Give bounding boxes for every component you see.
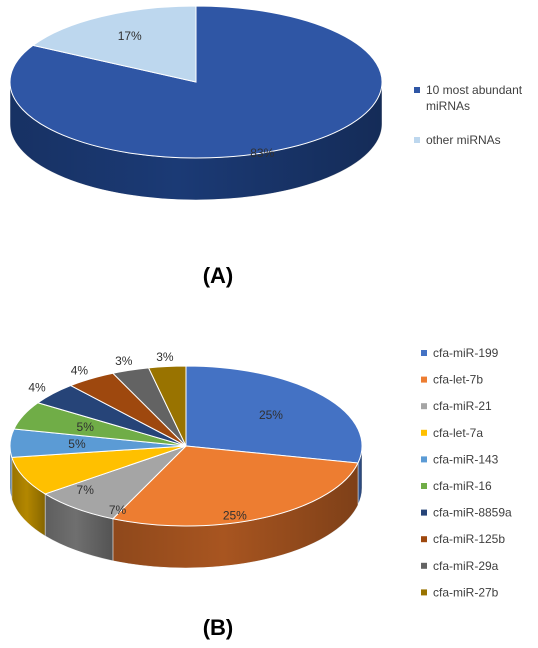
chart-b-legend-swatch-6 — [421, 509, 427, 516]
chart-b-legend: cfa-miR-199 cfa-let-7b cfa-miR-21 cfa-let-7… — [421, 346, 512, 599]
chart-a-legend-label-1: other miRNAs — [426, 133, 501, 147]
chart-a-data-label-0: 83% — [250, 146, 274, 160]
chart-a-side-shade-0 — [10, 82, 382, 200]
chart-a: 83% 17% 10 most abundant miRNAs other miRNA… — [9, 5, 523, 288]
chart-b-legend-label-3: cfa-let-7a — [433, 426, 483, 440]
chart-b-data-label-1: 25% — [223, 509, 247, 523]
panel-label-a: (A) — [203, 263, 234, 288]
chart-b-legend-label-1: cfa-let-7b — [433, 373, 483, 387]
chart-b-legend-label-2: cfa-miR-21 — [433, 399, 492, 413]
chart-b-data-labels: 25% 25% 7% 7% 5% 5% 4% 4% 3% 3% — [28, 350, 283, 523]
chart-b-side-shade-2 — [45, 493, 113, 561]
chart-b-data-label-6: 4% — [28, 380, 46, 394]
chart-a-legend-label-0-1: miRNAs — [426, 99, 470, 113]
chart-b-legend-swatch-7 — [421, 536, 427, 543]
chart-b-data-label-7: 4% — [71, 364, 89, 378]
chart-a-legend-label-0-0: 10 most abundant — [426, 83, 523, 97]
chart-b-data-label-2: 7% — [109, 503, 127, 517]
chart-a-data-labels: 83% 17% — [118, 29, 275, 160]
chart-a-slices — [9, 5, 383, 201]
chart-b-legend-label-6: cfa-miR-8859a — [433, 506, 512, 520]
chart-a-slice-1 — [31, 5, 197, 83]
chart-b-legend-swatch-2 — [421, 403, 427, 410]
chart-b-legend-swatch-4 — [421, 456, 427, 463]
chart-b-legend-label-9: cfa-miR-27b — [433, 585, 499, 599]
chart-b-slices — [9, 365, 363, 569]
chart-b-legend-swatch-5 — [421, 483, 427, 489]
chart-b-slice-1 — [111, 445, 359, 527]
chart-b-side-shade-1 — [112, 463, 358, 568]
chart-b-data-label-8: 3% — [115, 354, 133, 368]
chart-b-side-shade-4 — [9, 446, 12, 500]
chart-b-legend-label-0: cfa-miR-199 — [433, 346, 499, 360]
chart-b-legend-swatch-8 — [421, 562, 427, 569]
chart-b-data-label-9: 3% — [156, 350, 174, 364]
chart-b-slice-9 — [147, 365, 187, 447]
chart-b-legend-label-5: cfa-miR-16 — [433, 479, 492, 493]
chart-b-legend-swatch-9 — [421, 589, 427, 596]
chart-b-legend-swatch-1 — [421, 376, 427, 383]
chart-b-data-label-0: 25% — [259, 408, 283, 422]
chart-b-side-shade-3 — [11, 457, 46, 536]
chart-a-data-label-1: 17% — [118, 29, 142, 43]
chart-b-legend-label-8: cfa-miR-29a — [433, 559, 499, 573]
chart-b-legend-swatch-0 — [421, 350, 427, 356]
chart-a-legend-swatch-0 — [414, 87, 420, 93]
chart-b-slice-0 — [185, 365, 363, 464]
chart-b: 25% 25% 7% 7% 5% 5% 4% 4% 3% 3% cfa-miR-199 cfa-le… — [9, 346, 512, 640]
chart-b-legend-swatch-3 — [421, 429, 427, 436]
chart-b-legend-label-4: cfa-miR-143 — [433, 452, 499, 466]
chart-b-side-shade-0 — [357, 446, 362, 506]
chart-a-legend-swatch-1 — [414, 137, 420, 143]
chart-b-data-label-3: 7% — [77, 483, 95, 497]
chart-a-legend: 10 most abundant miRNAs other miRNAs — [414, 83, 523, 147]
panel-label-b: (B) — [203, 615, 234, 640]
chart-b-legend-label-7: cfa-miR-125b — [433, 532, 505, 546]
chart-b-data-label-4: 5% — [68, 437, 86, 451]
chart-b-data-label-5: 5% — [77, 420, 95, 434]
